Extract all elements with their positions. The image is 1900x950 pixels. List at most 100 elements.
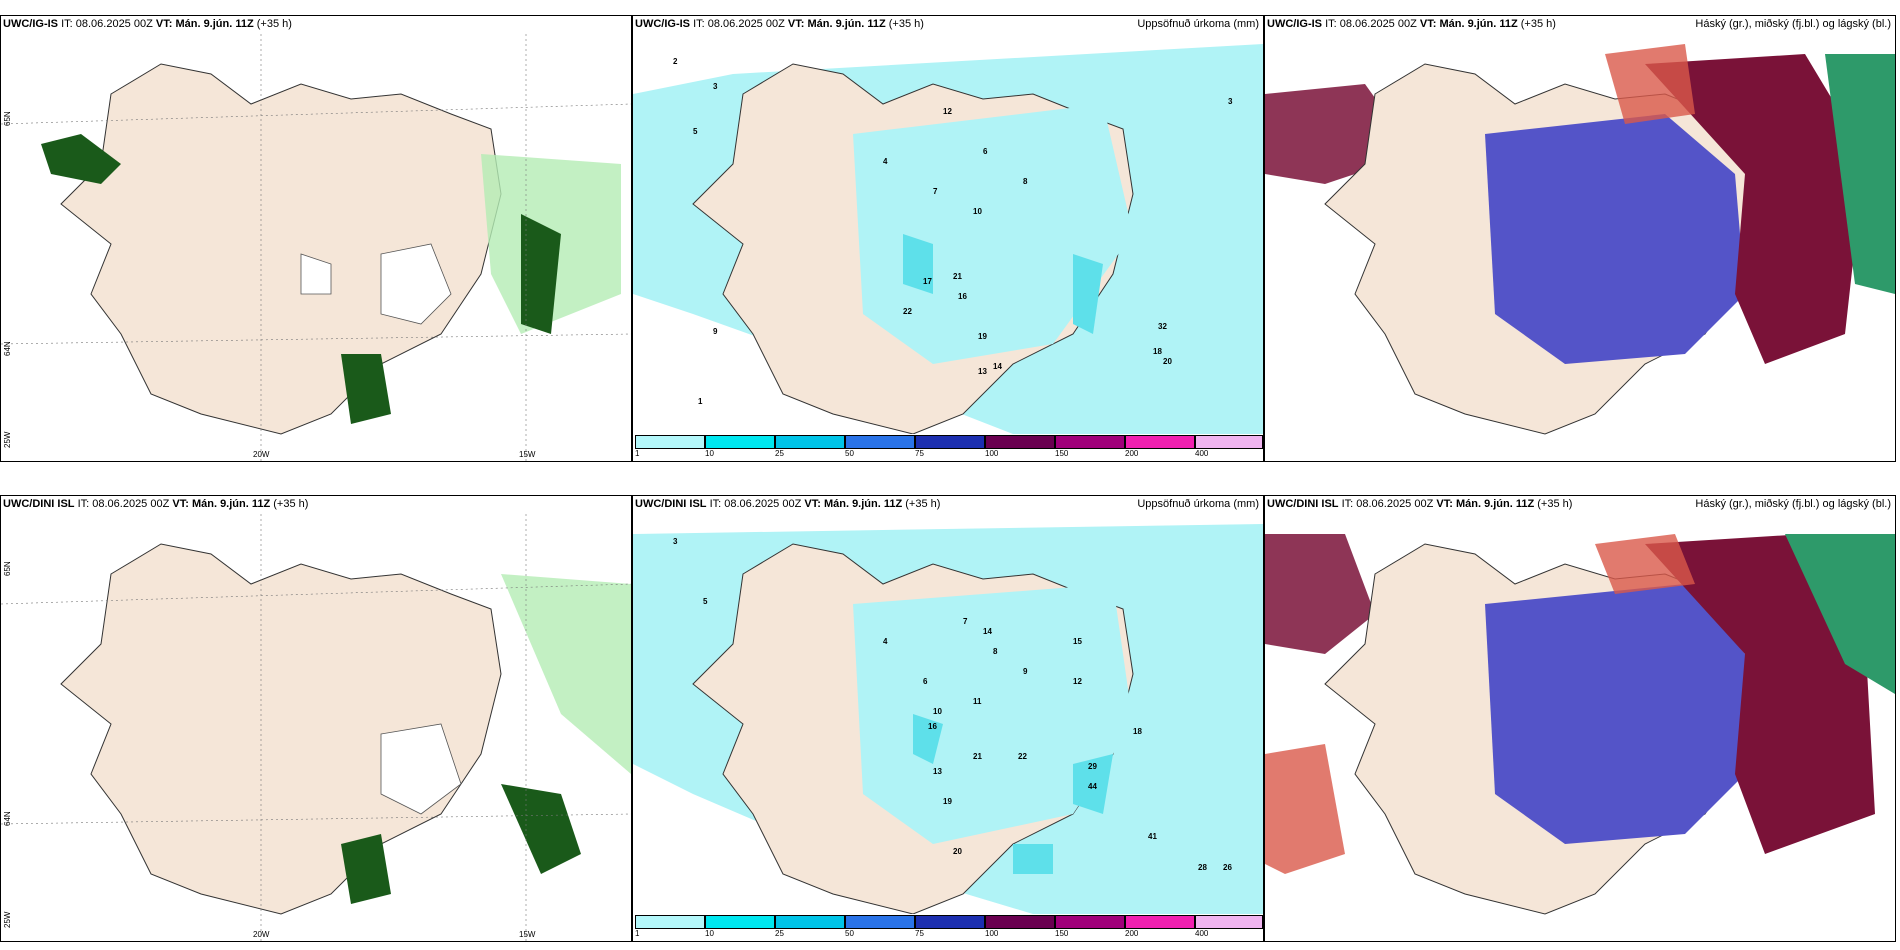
svg-text:7: 7 xyxy=(933,187,938,196)
svg-text:8: 8 xyxy=(993,647,998,656)
colorbar-label: 100 xyxy=(985,929,999,938)
svg-text:26: 26 xyxy=(1223,863,1232,872)
colorbar-swatch xyxy=(915,435,985,449)
svg-text:10: 10 xyxy=(933,707,942,716)
precip-title: Uppsöfnuð úrkoma (mm) xyxy=(1137,498,1259,510)
svg-text:14: 14 xyxy=(983,627,992,636)
svg-text:41: 41 xyxy=(1148,832,1157,841)
svg-text:21: 21 xyxy=(973,752,982,761)
wind-map xyxy=(1,514,631,941)
svg-text:5: 5 xyxy=(693,127,698,136)
lon-label-15w: 15W xyxy=(519,450,536,459)
panel-precip-bottom: UWC/DINI ISL IT: 08.06.2025 00Z VT: Mán.… xyxy=(632,495,1264,942)
colorbar-swatch xyxy=(915,915,985,929)
lon-label-20w: 20W xyxy=(253,930,270,939)
svg-text:32: 32 xyxy=(1158,322,1167,331)
lon-label-20w: 20W xyxy=(253,450,270,459)
wind-map xyxy=(1,34,631,461)
precip-colorbar: 1 10 25 50 75 100 150 200 400 xyxy=(635,915,1263,939)
colorbar-swatch xyxy=(775,915,845,929)
colorbar-label: 150 xyxy=(1055,929,1069,938)
precip-map: 2 3 5 4 7 6 8 10 12 16 17 19 21 22 32 13… xyxy=(633,34,1263,434)
svg-text:8: 8 xyxy=(1023,177,1028,186)
colorbar-swatch xyxy=(705,915,775,929)
svg-text:6: 6 xyxy=(983,147,988,156)
panel-header: UWC/IG-IS IT: 08.06.2025 00Z VT: Mán. 9.… xyxy=(3,18,292,30)
svg-text:4: 4 xyxy=(883,157,888,166)
svg-text:9: 9 xyxy=(713,327,718,336)
panel-header: UWC/DINI ISL IT: 08.06.2025 00Z VT: Mán.… xyxy=(635,498,941,510)
svg-text:13: 13 xyxy=(978,367,987,376)
colorbar-swatch xyxy=(635,435,705,449)
svg-text:3: 3 xyxy=(713,82,718,91)
colorbar-label: 10 xyxy=(705,929,714,938)
precip-colorbar: 1 10 25 50 75 100 150 200 400 xyxy=(635,435,1263,459)
precip-map: 3 5 4 6 7 8 9 10 11 12 13 14 15 16 18 19… xyxy=(633,514,1263,914)
iceland-land xyxy=(60,63,502,435)
svg-text:12: 12 xyxy=(1073,677,1082,686)
panel-cloud-bottom: UWC/DINI ISL IT: 08.06.2025 00Z VT: Mán.… xyxy=(1264,495,1896,942)
svg-text:1: 1 xyxy=(698,397,703,406)
svg-text:9: 9 xyxy=(1023,667,1028,676)
lat-label-65n: 65N xyxy=(3,561,12,576)
precip-title: Uppsöfnuð úrkoma (mm) xyxy=(1137,18,1259,30)
svg-text:28: 28 xyxy=(1198,863,1207,872)
colorbar-label: 25 xyxy=(775,929,784,938)
colorbar-swatch xyxy=(1125,915,1195,929)
panel-header: UWC/DINI ISL IT: 08.06.2025 00Z VT: Mán.… xyxy=(1267,498,1573,510)
colorbar-label: 1 xyxy=(635,449,640,458)
svg-text:20: 20 xyxy=(953,847,962,856)
lat-label-64n: 64N xyxy=(3,811,12,826)
svg-text:4: 4 xyxy=(883,637,888,646)
svg-text:15: 15 xyxy=(1073,637,1082,646)
colorbar-label: 10 xyxy=(705,449,714,458)
colorbar-swatch xyxy=(1055,435,1125,449)
svg-text:3: 3 xyxy=(673,537,678,546)
colorbar-swatch xyxy=(705,435,775,449)
colorbar-label: 200 xyxy=(1125,449,1139,458)
colorbar-label: 150 xyxy=(1055,449,1069,458)
panel-header: UWC/IG-IS IT: 08.06.2025 00Z VT: Mán. 9.… xyxy=(635,18,924,30)
colorbar-label: 75 xyxy=(915,449,924,458)
svg-text:7: 7 xyxy=(963,617,968,626)
lon-label-15w: 15W xyxy=(519,930,536,939)
svg-text:14: 14 xyxy=(993,362,1002,371)
colorbar-swatch xyxy=(1195,915,1263,929)
cloud-map xyxy=(1265,514,1895,941)
colorbar-label: 200 xyxy=(1125,929,1139,938)
colorbar-label: 100 xyxy=(985,449,999,458)
lat-label-64n: 64N xyxy=(3,341,12,356)
svg-text:21: 21 xyxy=(953,272,962,281)
svg-text:19: 19 xyxy=(978,332,987,341)
precip-values: 3 5 4 6 7 8 9 10 11 12 13 14 15 16 18 19… xyxy=(673,537,1232,872)
svg-text:22: 22 xyxy=(903,307,912,316)
colorbar-label: 50 xyxy=(845,449,854,458)
colorbar-label: 400 xyxy=(1195,929,1209,938)
cloud-map xyxy=(1265,34,1895,461)
svg-text:16: 16 xyxy=(928,722,937,731)
svg-text:2: 2 xyxy=(673,57,678,66)
colorbar-swatch xyxy=(635,915,705,929)
cloud-title: Háský (gr.), miðský (fj.bl.) og lágský (… xyxy=(1695,18,1891,30)
colorbar-label: 400 xyxy=(1195,449,1209,458)
panel-cloud-top: UWC/IG-IS IT: 08.06.2025 00Z VT: Mán. 9.… xyxy=(1264,15,1896,462)
precip-values: 2 3 5 4 7 6 8 10 12 16 17 19 21 22 32 13… xyxy=(673,57,1233,406)
svg-text:5: 5 xyxy=(703,597,708,606)
panel-header: UWC/IG-IS IT: 08.06.2025 00Z VT: Mán. 9.… xyxy=(1267,18,1556,30)
cloud-title: Háský (gr.), miðský (fj.bl.) og lágský (… xyxy=(1695,498,1891,510)
svg-text:6: 6 xyxy=(923,677,928,686)
lon-label-25w: 25W xyxy=(3,431,12,448)
svg-text:11: 11 xyxy=(973,697,982,706)
colorbar-label: 50 xyxy=(845,929,854,938)
panel-header: UWC/DINI ISL IT: 08.06.2025 00Z VT: Mán.… xyxy=(3,498,309,510)
colorbar-label: 75 xyxy=(915,929,924,938)
colorbar-swatch xyxy=(845,435,915,449)
svg-text:18: 18 xyxy=(1133,727,1142,736)
colorbar-swatch xyxy=(845,915,915,929)
svg-text:17: 17 xyxy=(923,277,932,286)
colorbar-swatch xyxy=(1195,435,1263,449)
svg-text:3: 3 xyxy=(1228,97,1233,106)
svg-text:12: 12 xyxy=(943,107,952,116)
svg-text:13: 13 xyxy=(933,767,942,776)
colorbar-swatch xyxy=(985,435,1055,449)
